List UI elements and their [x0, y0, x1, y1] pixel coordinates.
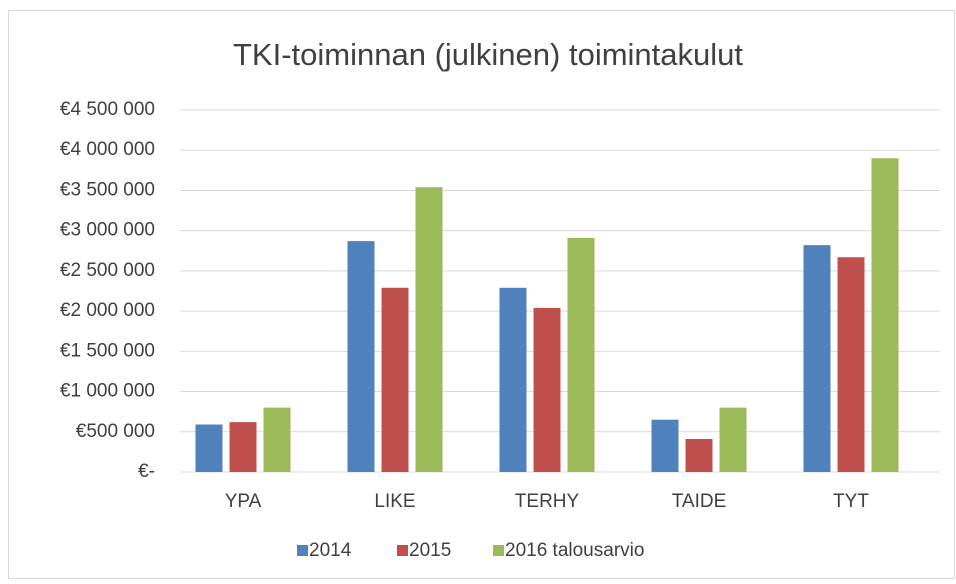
- bar: [837, 257, 865, 472]
- x-tick-label: LIKE: [374, 491, 415, 512]
- y-tick-label: €1 500 000: [60, 340, 155, 361]
- x-tick-label: TERHY: [515, 491, 580, 512]
- y-tick-label: €3 500 000: [60, 179, 155, 200]
- chart-border: [8, 10, 955, 579]
- bar: [263, 407, 291, 472]
- bar: [803, 245, 831, 472]
- bar: [381, 287, 409, 472]
- bar: [415, 187, 443, 472]
- legend-swatch: [397, 545, 408, 556]
- bar: [533, 307, 561, 472]
- y-tick-label: €4 500 000: [60, 99, 155, 120]
- bar: [347, 241, 375, 472]
- legend-label: 2016 talousarvio: [505, 540, 644, 561]
- bar: [195, 424, 223, 472]
- bar: [499, 287, 527, 472]
- y-tick-label: €500 000: [76, 421, 155, 442]
- legend-swatch: [297, 545, 308, 556]
- y-tick-label: €-: [138, 461, 155, 482]
- bar: [651, 419, 679, 472]
- y-tick-label: €2 000 000: [60, 300, 155, 321]
- x-tick-label: YPA: [225, 491, 262, 512]
- bar: [567, 237, 595, 472]
- y-tick-label: €2 500 000: [60, 260, 155, 281]
- bar: [229, 422, 257, 472]
- y-tick-label: €3 000 000: [60, 220, 155, 241]
- x-tick-label: TYT: [833, 491, 869, 512]
- legend-label: 2015: [409, 540, 451, 561]
- y-tick-label: €4 000 000: [60, 139, 155, 160]
- bar: [719, 407, 747, 472]
- chart-title: TKI-toiminnan (julkinen) toimintakulut: [233, 37, 743, 72]
- bar: [685, 439, 713, 472]
- legend-swatch: [493, 545, 504, 556]
- legend-label: 2014: [309, 540, 352, 561]
- y-tick-label: €1 000 000: [60, 381, 155, 402]
- x-tick-label: TAIDE: [672, 491, 727, 512]
- bar: [871, 158, 899, 472]
